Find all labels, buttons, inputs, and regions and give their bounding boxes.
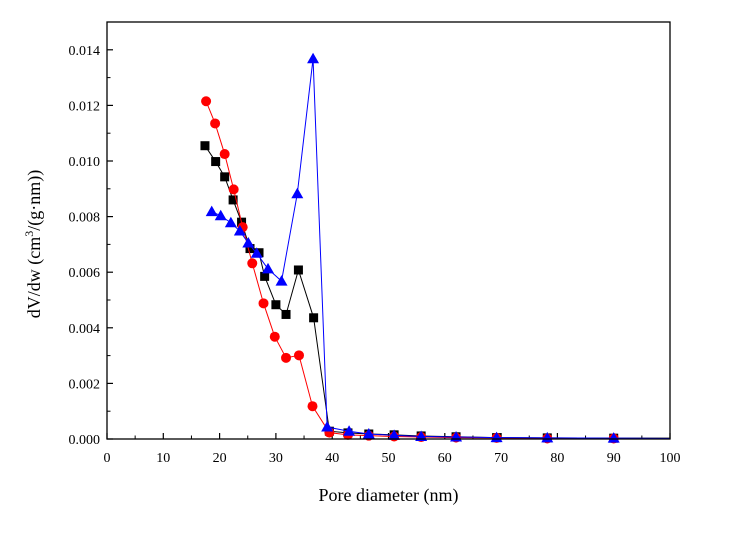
data-point-circle [220, 149, 230, 159]
y-tick-label: 0.002 [69, 377, 101, 392]
y-axis-ticks: 0.000 0.002 0.004 0.006 0.008 0.010 0.012 0.014 [69, 22, 114, 448]
data-point-triangle [225, 217, 237, 228]
data-point-triangle [242, 237, 254, 248]
data-point-triangle [291, 188, 303, 199]
data-point-circle [307, 401, 317, 411]
x-tick-label: 60 [438, 451, 452, 466]
y-tick-label: 0.006 [69, 266, 101, 281]
x-tick-label: 0 [104, 451, 111, 466]
data-point-circle [270, 332, 280, 342]
data-point-circle [201, 96, 211, 106]
x-axis-title: Pore diameter (nm) [319, 485, 459, 506]
x-tick-label: 100 [660, 451, 681, 466]
y-tick-label: 0.010 [69, 155, 101, 170]
x-tick-label: 70 [494, 451, 508, 466]
x-tick-label: 30 [269, 451, 283, 466]
pore-size-distribution-chart: 0 10 20 30 40 50 60 70 80 90 100 0.0000.0020.0040.… [0, 0, 731, 536]
series-line [206, 101, 670, 438]
y-tick-label: 0.012 [69, 99, 101, 114]
x-tick-label: 90 [607, 451, 621, 466]
x-tick-label: 20 [213, 451, 227, 466]
x-tick-label: 10 [156, 451, 170, 466]
series-line [212, 59, 670, 439]
data-point-square [294, 265, 303, 274]
series-triangle [206, 53, 670, 443]
data-point-triangle [307, 53, 319, 64]
data-point-square [271, 300, 280, 309]
data-point-circle [259, 298, 269, 308]
x-tick-label: 40 [325, 451, 339, 466]
data-point-square [200, 141, 209, 150]
series-square [200, 141, 670, 442]
y-tick-label: 0.008 [69, 211, 101, 226]
data-point-square [282, 310, 291, 319]
data-point-square [211, 157, 220, 166]
data-point-circle [229, 184, 239, 194]
x-tick-label: 50 [382, 451, 396, 466]
plot-frame [107, 22, 670, 439]
data-point-triangle [206, 206, 218, 217]
data-point-square [220, 172, 229, 181]
series-layer [200, 53, 670, 444]
y-tick-label: 0.004 [69, 322, 101, 337]
x-tick-label: 80 [550, 451, 564, 466]
y-axis-title: dV/dw (cm3/(g·nm)) [22, 170, 45, 318]
data-point-circle [281, 353, 291, 363]
y-tick-label: 0.000 [69, 433, 101, 448]
data-point-triangle [262, 263, 274, 274]
data-point-circle [247, 258, 257, 268]
data-point-circle [294, 350, 304, 360]
y-tick-label: 0.014 [69, 44, 101, 59]
data-point-circle [210, 118, 220, 128]
series-line [205, 146, 670, 438]
data-point-square [309, 313, 318, 322]
